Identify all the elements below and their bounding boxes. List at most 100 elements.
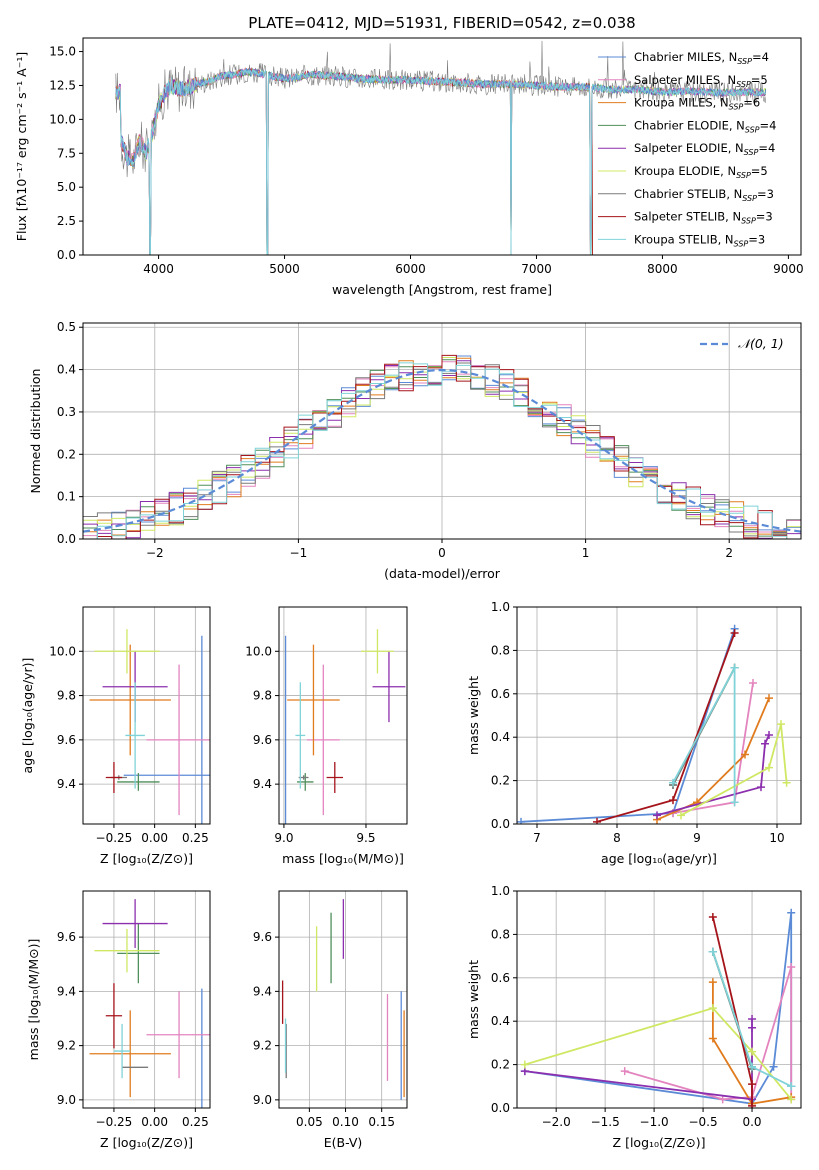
legend-entry: Chabrier MILES, NSSP=4 — [634, 50, 769, 66]
y-tick-label: 9.8 — [253, 689, 272, 703]
data-layer-residuals — [83, 354, 801, 539]
weight-marker-kroupa_elodie — [520, 1060, 529, 1069]
x-tick-label: −0.5 — [688, 1115, 717, 1129]
x-axis-label: Z [log₁₀(Z/Z⊙)] — [613, 1135, 706, 1150]
weight-marker-salpeter_elodie — [757, 783, 765, 792]
y-tick-label: 0.0 — [491, 1101, 510, 1115]
weight-line-salpeter_miles — [672, 682, 754, 814]
y-tick-label: 0.4 — [491, 1014, 510, 1028]
legend-entry: Kroupa MILES, NSSP=6 — [634, 96, 760, 112]
axes-frame — [82, 37, 802, 256]
y-tick-label: 0.2 — [491, 1058, 510, 1072]
weight-marker-salpeter_elodie — [765, 731, 773, 740]
x-axis-label: wavelength [Angstrom, rest frame] — [332, 282, 552, 297]
x-tick-label: 1 — [582, 546, 590, 560]
axes-frame — [516, 606, 802, 825]
x-tick-label: 0.0 — [742, 1115, 761, 1129]
x-tick-label: 6000 — [395, 262, 426, 276]
axes-frame — [278, 890, 408, 1109]
weight-marker-kroupa_stelib — [730, 663, 739, 672]
spectrum-line-salpeter_stelib — [115, 68, 593, 255]
x-tick-label: 9.5 — [356, 831, 375, 845]
x-tick-label: 9000 — [773, 262, 804, 276]
y-tick-label: 9.6 — [253, 733, 272, 747]
panel-residuals: −2 −1 0 1 2 0.0 0.1 0.2 0.3 0.4 0.5 (data-model)/er… — [28, 320, 802, 581]
x-tick-label: 0.25 — [182, 1115, 209, 1129]
weight-line-salpeter_elodie — [656, 734, 770, 817]
x-axis-label: age [log₁₀(age/yr)] — [601, 851, 717, 866]
y-tick-label: 5.0 — [57, 180, 76, 194]
legend-entry: Kroupa ELODIE, NSSP=5 — [634, 164, 768, 180]
data-layer-age-vs-Z — [89, 629, 210, 824]
x-axis-label: (data-model)/error — [384, 566, 501, 581]
weight-marker-kroupa_miles — [708, 978, 717, 987]
y-tick-label: 0.6 — [491, 971, 510, 985]
y-tick-label: 9.8 — [57, 689, 76, 703]
weight-line-chabrier_miles — [520, 628, 736, 823]
weight-marker-salpeter_stelib — [730, 629, 739, 638]
y-tick-label: 0.6 — [491, 687, 510, 701]
x-tick-label: 2 — [725, 546, 733, 560]
y-tick-label: 9.4 — [253, 777, 272, 791]
x-tick-label: 0.00 — [141, 1115, 168, 1129]
data-layer-age-vs-mass — [284, 629, 406, 824]
weight-marker-salpeter_elodie — [761, 739, 769, 748]
weight-marker-salpeter_miles — [620, 1067, 629, 1076]
panel-age-vs-Z: −0.25 0.00 0.25 9.4 9.6 9.8 10.0 Z [log₁₀(Z/Z⊙)… — [20, 606, 211, 866]
x-tick-label: 9.0 — [274, 831, 293, 845]
weight-marker-salpeter_stelib — [748, 1101, 757, 1108]
weight-marker-salpeter_elodie — [748, 1015, 757, 1024]
weight-marker-kroupa_stelib — [669, 778, 677, 787]
x-tick-label: 0 — [438, 546, 446, 560]
weight-marker-kroupa_elodie — [677, 811, 685, 820]
panel-spectrum: 4000 5000 6000 7000 8000 9000 0.0 2.5 5.0 7.5 10.0… — [14, 37, 804, 297]
y-tick-label: 9.2 — [253, 1039, 272, 1053]
y-tick-label: 10.0 — [245, 644, 272, 658]
histogram-salpeter_stelib — [83, 354, 801, 539]
x-tick-label: −1.5 — [591, 1115, 620, 1129]
axes-frame — [82, 890, 211, 1109]
weight-marker-kroupa_miles — [741, 750, 749, 759]
legend-entry: Salpeter ELODIE, NSSP=4 — [634, 141, 775, 157]
weight-line-kroupa_elodie — [680, 723, 788, 817]
y-tick-label: 0.0 — [57, 532, 76, 546]
weight-line-salpeter_stelib — [596, 632, 736, 823]
weight-marker-kroupa_stelib — [748, 1062, 757, 1071]
legend-entry: Chabrier ELODIE, NSSP=4 — [634, 118, 776, 134]
x-tick-label: 7 — [533, 831, 541, 845]
data-layer-mass-vs-EBV — [281, 899, 405, 1100]
y-tick-label: 7.5 — [57, 146, 76, 160]
weight-line-kroupa_miles — [656, 697, 770, 821]
panel-mass-vs-Z: −0.25 0.00 0.25 9.0 9.2 9.4 9.6 Z [log₁₀(Z/Z⊙)]… — [26, 890, 211, 1150]
y-tick-label: 12.5 — [49, 78, 76, 92]
weight-marker-kroupa_elodie — [748, 1047, 757, 1056]
weight-line-salpeter_elodie — [524, 1019, 753, 1101]
y-tick-label: 1.0 — [491, 884, 510, 898]
weight-marker-kroupa_elodie — [708, 1004, 717, 1013]
y-tick-label: 9.2 — [57, 1039, 76, 1053]
x-axis-label: Z [log₁₀(Z/Z⊙)] — [100, 851, 193, 866]
legend-entry: Kroupa STELIB, NSSP=3 — [634, 232, 765, 248]
y-tick-label: 9.0 — [57, 1093, 76, 1107]
histogram-kroupa_stelib — [83, 362, 801, 539]
y-tick-label: 9.4 — [253, 984, 272, 998]
axes-frame — [516, 890, 802, 1109]
x-tick-label: 8 — [613, 831, 621, 845]
weight-marker-kroupa_stelib — [787, 1082, 796, 1091]
x-tick-label: 10 — [769, 831, 784, 845]
weight-marker-salpeter_elodie — [748, 1023, 757, 1032]
legend-entry: Chabrier STELIB, NSSP=3 — [634, 187, 774, 203]
spectrum-line-kroupa_miles — [115, 67, 593, 255]
y-tick-label: 15.0 — [49, 45, 76, 59]
weight-marker-kroupa_elodie — [782, 778, 791, 787]
x-tick-label: −0.25 — [96, 831, 133, 845]
panel-age-vs-mass: 9.0 9.5 9.4 9.6 9.8 10.0 mass [log₁₀(M/M⊙)] — [245, 606, 408, 866]
weight-marker-kroupa_miles — [708, 1034, 717, 1043]
y-axis-label: mass weight — [466, 960, 481, 1039]
y-tick-label: 0.2 — [491, 774, 510, 788]
weight-line-kroupa_elodie — [524, 1007, 792, 1100]
x-tick-label: 0.25 — [182, 831, 209, 845]
x-tick-label: 7000 — [521, 262, 552, 276]
y-tick-label: 0.3 — [57, 405, 76, 419]
y-axis-label: mass weight — [466, 676, 481, 755]
